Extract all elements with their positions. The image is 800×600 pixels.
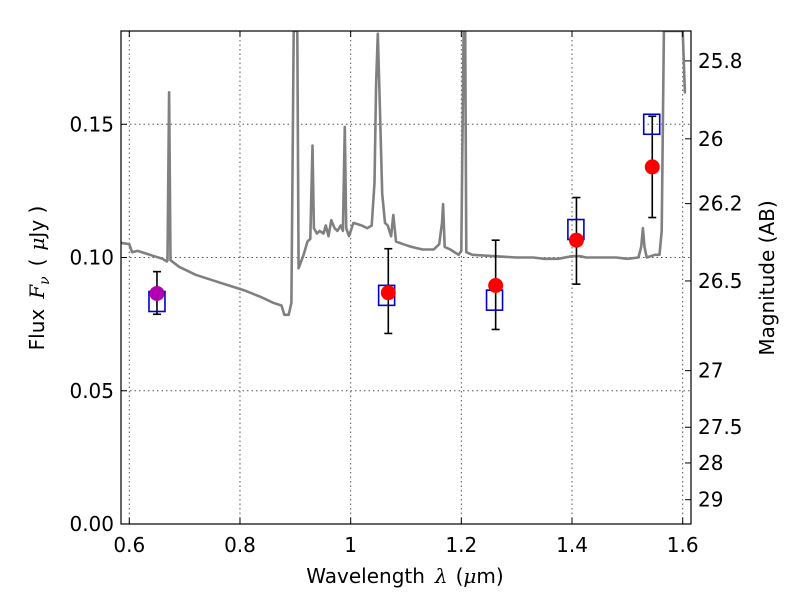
synthetic-photometry-square [642, 113, 661, 136]
x-tick-label: 0.6 [113, 533, 145, 557]
x-tick-label: 1.6 [667, 533, 699, 557]
y-axis-label-right: Magnitude (AB) [755, 200, 779, 355]
y-tick-label: 0.00 [69, 512, 114, 536]
right-tick-label: 27 [698, 359, 723, 383]
spectrum-line [121, 31, 687, 317]
right-tick-label: 25.8 [698, 49, 743, 73]
spectrum-layer [121, 31, 687, 317]
plot-frame [120, 30, 692, 525]
y-tick-label: 0.15 [69, 112, 114, 136]
x-tick-label: 1.4 [556, 533, 588, 557]
observed-photometry-point [380, 285, 396, 301]
x-tick-label: 1.2 [445, 533, 477, 557]
observed-photometry-point [149, 285, 165, 301]
tick-marks [121, 31, 691, 525]
y-tick-label: 0.05 [69, 379, 114, 403]
right-tick-label: 26.5 [698, 269, 743, 293]
right-tick-label: 28 [698, 451, 723, 475]
marker-layer [148, 113, 661, 313]
x-tick-label: 0.8 [224, 533, 256, 557]
right-tick-label: 29 [698, 488, 723, 512]
observed-photometry-point [644, 159, 660, 175]
y-tick-label: 0.10 [69, 246, 114, 270]
right-tick-label: 27.5 [698, 415, 743, 439]
grid-lines [121, 31, 691, 524]
y-axis-label-left: FluxFν(μJy ) [25, 206, 53, 351]
observed-photometry-point [568, 232, 584, 248]
x-tick-label: 1 [344, 533, 357, 557]
right-tick-label: 26 [698, 127, 723, 151]
tick-labels: 0.6 0.8 1 1.2 1.4 1.6 0.00 0.05 0.10 0.15 25.8 26 26… [69, 49, 742, 557]
observed-photometry-point [488, 277, 504, 293]
right-tick-label: 26.2 [698, 192, 743, 216]
x-axis-label: Wavelength λ (μm) [306, 564, 503, 588]
